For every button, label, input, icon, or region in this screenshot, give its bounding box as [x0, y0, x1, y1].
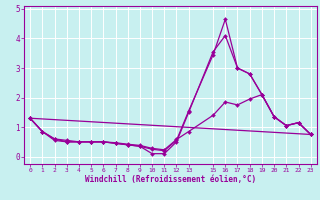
X-axis label: Windchill (Refroidissement éolien,°C): Windchill (Refroidissement éolien,°C)	[85, 175, 256, 184]
